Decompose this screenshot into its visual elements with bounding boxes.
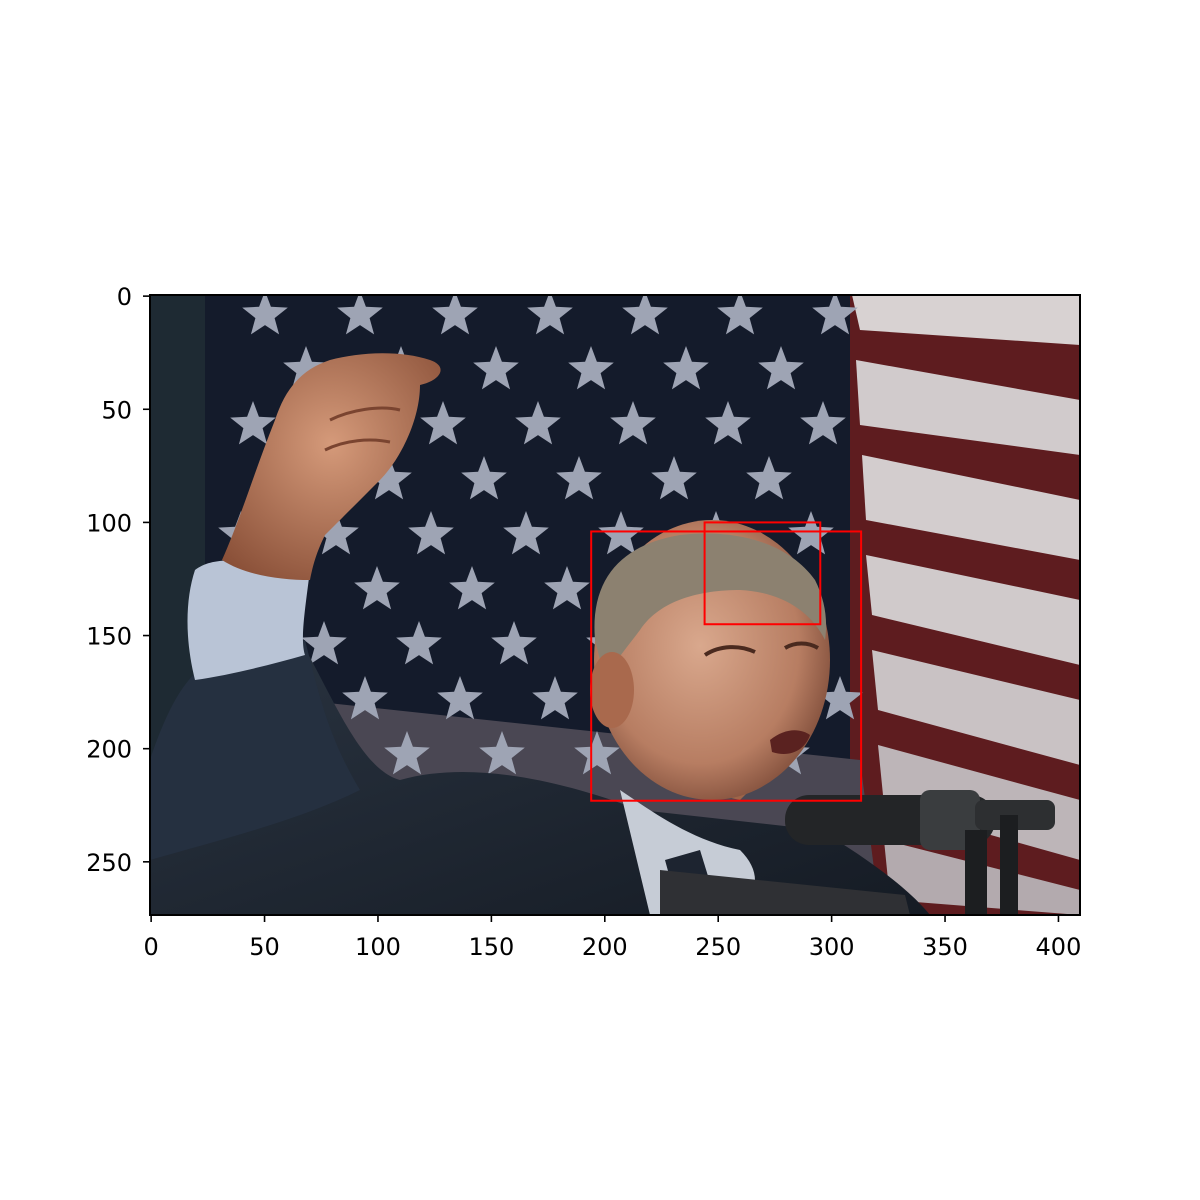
flag-star [651,456,697,500]
flag-star [527,295,573,335]
y-tick-label: 50 [101,396,132,424]
photo-image [150,295,1080,915]
flag-star [622,295,668,335]
flag-star [337,295,383,335]
flag-star [313,511,359,555]
x-axis: 0 50 100 150 200 250 300 350 400 [143,915,1081,961]
flag-star [449,566,495,610]
flag-star [230,401,276,445]
face-box [590,530,863,802]
flag-star [746,456,792,500]
flag-star [461,456,507,500]
flag-star [663,346,709,390]
flag-star [817,676,863,720]
x-tick-label: 200 [582,933,628,961]
y-tick-label: 0 [117,283,132,311]
y-axis: 0 50 100 150 200 250 [86,283,150,877]
y-tick-label: 200 [86,736,132,764]
flag-star [301,621,347,665]
flag-star [242,295,288,335]
flag-star [366,456,412,500]
x-tick-label: 150 [468,933,514,961]
suit-body [150,640,930,915]
x-tick-label: 0 [143,933,158,961]
flag-star [491,621,537,665]
shirt-cuff [187,560,310,680]
flag-star [396,621,442,665]
x-tick-label: 100 [355,933,401,961]
x-tick-label: 350 [922,933,968,961]
flag-star [532,676,578,720]
microphone [785,790,1055,915]
suit-arm [150,640,360,860]
flag-star [408,511,454,555]
y-tick-label: 100 [86,509,132,537]
flag-star [342,676,388,720]
flag-star [544,566,590,610]
flag-star [610,401,656,445]
flag-star [574,731,620,775]
raised-hand [222,353,441,580]
flag-star [503,511,549,555]
flag-star [479,731,525,775]
flag-star [788,511,834,555]
flag-star [705,401,751,445]
y-tick-label: 150 [86,623,132,651]
forehead-box [703,521,822,626]
x-tick-label: 400 [1036,933,1082,961]
flag-star [568,346,614,390]
hair [594,533,827,680]
flag-star [515,401,561,445]
flag-star [354,566,400,610]
flag-star [812,295,858,335]
flag-star [437,676,483,720]
podium [660,870,910,915]
flag-star [598,511,644,555]
x-tick-label: 250 [695,933,741,961]
flag-star [800,401,846,445]
flag-star [384,731,430,775]
flag-star [432,295,478,335]
axes-frame [149,294,1081,916]
x-tick-label: 300 [809,933,855,961]
bounding-boxes [590,521,863,802]
flag-star [758,346,804,390]
y-tick-label: 250 [86,849,132,877]
flag-star [717,295,763,335]
x-tick-label: 50 [249,933,280,961]
flag-star [283,346,329,390]
flag-star [556,456,602,500]
flag-star [420,401,466,445]
flag-star [473,346,519,390]
